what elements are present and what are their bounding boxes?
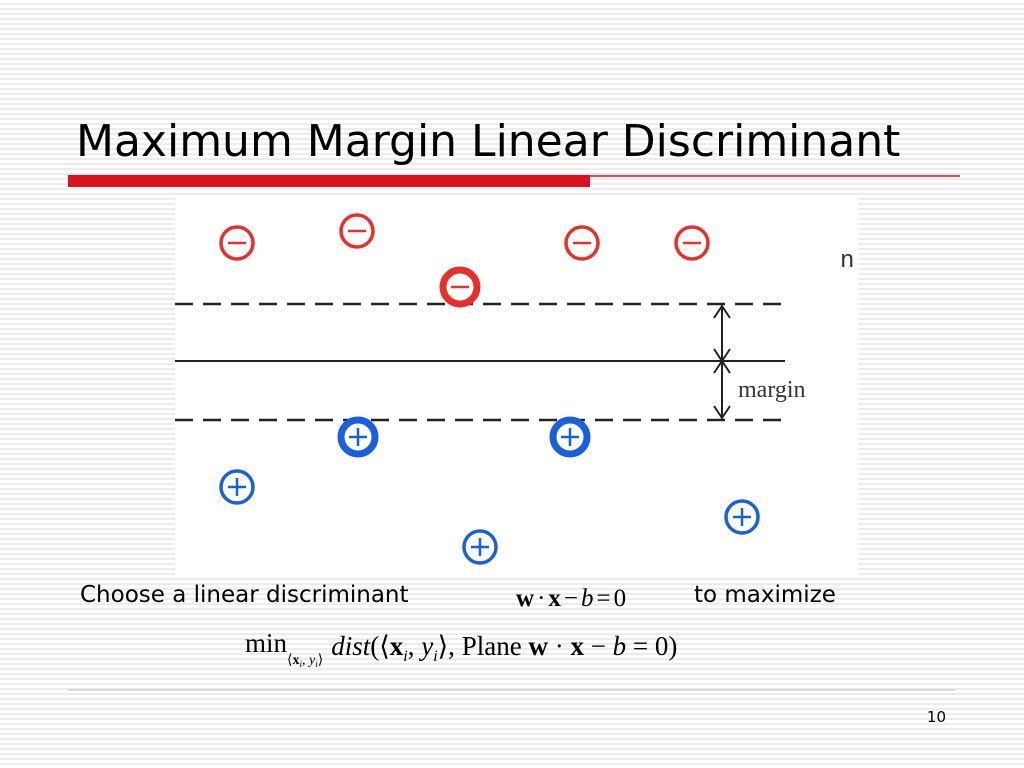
plus-sign — [733, 508, 751, 526]
formula-subscript: ⟨ — [287, 653, 292, 668]
sentence-end: to maximize — [694, 582, 836, 608]
formula-token: ⟩, — [438, 631, 462, 661]
sentence-start: Choose a linear discriminant — [80, 582, 409, 608]
plus-point — [219, 469, 255, 505]
minus-point — [219, 225, 255, 261]
formula-subscript: y — [307, 653, 316, 668]
formula-token: − — [584, 631, 613, 661]
formula: min⟨xi, yi⟩ dist(⟨xi, yi⟩, Plane w · x − … — [245, 628, 677, 669]
formula-token: y — [418, 631, 433, 661]
cropped-label: n — [840, 248, 854, 275]
formula-token: − — [564, 585, 578, 612]
page-number: 10 — [927, 708, 946, 726]
formula-token: = — [597, 585, 611, 612]
formula-token: b — [613, 631, 627, 661]
margin-label: margin — [738, 377, 806, 403]
formula-subscript: i — [299, 659, 302, 669]
formula-token: min — [245, 628, 288, 658]
formula-token: i — [403, 648, 407, 665]
minus-point — [674, 225, 710, 261]
plus-point — [549, 416, 591, 458]
formula-token: x — [390, 631, 404, 661]
plus-point — [724, 499, 760, 535]
formula-token: b — [581, 585, 594, 612]
formula-subscript: i — [315, 659, 318, 669]
formula-subscript: ⟩ — [318, 653, 323, 668]
plus-point — [337, 416, 379, 458]
formula-token: 0 — [614, 585, 627, 612]
formula-subscript: , — [302, 653, 309, 668]
plus-sign — [561, 428, 579, 446]
title-bar — [68, 175, 590, 187]
formula: w · x − b = 0 — [516, 585, 626, 612]
plus-sign — [228, 478, 246, 496]
formula-token: (⟨ — [370, 631, 390, 661]
minus-point — [339, 213, 375, 249]
diagram-bg — [175, 195, 858, 575]
arrow-heads — [713, 304, 731, 420]
formula-token: i — [433, 648, 437, 665]
title: Maximum Margin Linear Discriminant — [76, 116, 900, 167]
diagram: margin n — [175, 213, 854, 565]
formula-token: x — [548, 585, 561, 612]
minus-point — [564, 225, 600, 261]
formula-token: w — [528, 631, 548, 661]
formula-subscript: x — [292, 653, 299, 668]
formula-token: · — [548, 631, 571, 661]
formula-token: w — [516, 585, 534, 612]
minus-point — [439, 266, 481, 308]
formula-token: · — [537, 585, 545, 612]
plus-sign — [471, 538, 489, 556]
plus-point — [462, 529, 498, 565]
formula-token: Plane — [462, 631, 529, 661]
formula-token: dist — [331, 631, 372, 661]
formula-token: = 0) — [626, 631, 677, 661]
plus-sign — [349, 428, 367, 446]
formula-token: x — [570, 631, 584, 661]
formula-token: , — [408, 631, 422, 661]
